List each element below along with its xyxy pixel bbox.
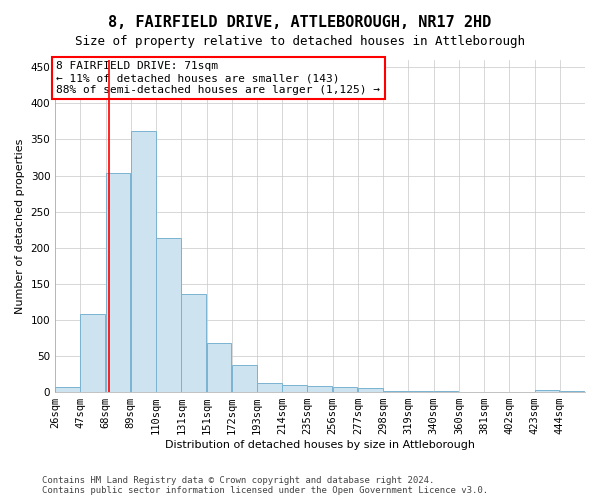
Bar	[156, 238, 181, 392]
Bar	[358, 388, 383, 392]
Bar	[560, 390, 584, 392]
Text: Size of property relative to detached houses in Attleborough: Size of property relative to detached ho…	[75, 35, 525, 48]
Bar	[181, 294, 206, 392]
Bar	[106, 174, 130, 392]
Bar	[409, 390, 433, 392]
Bar	[131, 130, 155, 392]
Bar	[232, 364, 257, 392]
Text: 8, FAIRFIELD DRIVE, ATTLEBOROUGH, NR17 2HD: 8, FAIRFIELD DRIVE, ATTLEBOROUGH, NR17 2…	[109, 15, 491, 30]
Bar	[307, 386, 332, 392]
Bar	[257, 382, 282, 392]
X-axis label: Distribution of detached houses by size in Attleborough: Distribution of detached houses by size …	[165, 440, 475, 450]
Text: 8 FAIRFIELD DRIVE: 71sqm
← 11% of detached houses are smaller (143)
88% of semi-: 8 FAIRFIELD DRIVE: 71sqm ← 11% of detach…	[56, 62, 380, 94]
Bar	[282, 385, 307, 392]
Bar	[535, 390, 559, 392]
Bar	[383, 390, 408, 392]
Bar	[206, 343, 231, 392]
Text: Contains HM Land Registry data © Crown copyright and database right 2024.
Contai: Contains HM Land Registry data © Crown c…	[42, 476, 488, 495]
Y-axis label: Number of detached properties: Number of detached properties	[15, 138, 25, 314]
Bar	[55, 387, 80, 392]
Bar	[80, 314, 105, 392]
Bar	[332, 387, 358, 392]
